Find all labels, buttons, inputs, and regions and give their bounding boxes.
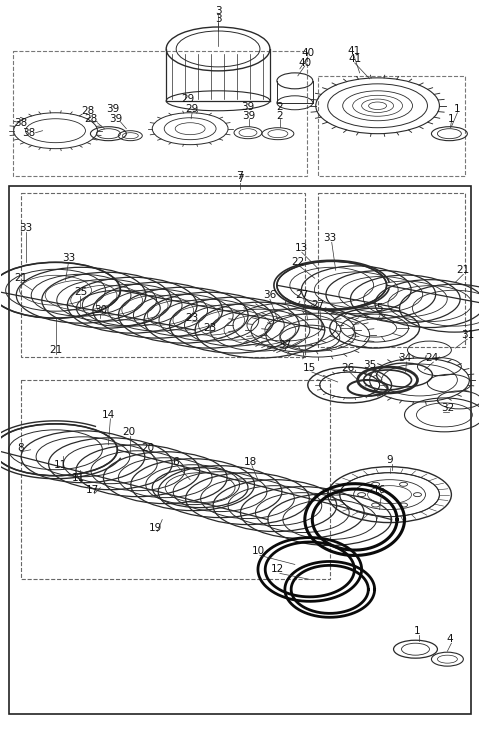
Text: 35: 35 (363, 360, 376, 370)
Text: 9: 9 (386, 455, 393, 465)
Text: 28: 28 (81, 106, 94, 116)
Text: 33: 33 (323, 234, 336, 243)
Text: 26: 26 (341, 363, 354, 373)
Text: 8: 8 (17, 443, 24, 453)
Text: 25: 25 (74, 287, 87, 298)
Text: 38: 38 (14, 118, 27, 128)
Text: 11: 11 (72, 472, 85, 483)
Text: 33: 33 (19, 223, 32, 234)
Text: 3: 3 (215, 14, 221, 24)
Text: 37: 37 (278, 340, 291, 350)
Text: 39: 39 (241, 102, 254, 112)
Text: 22: 22 (291, 257, 304, 267)
Text: 13: 13 (295, 243, 309, 254)
Text: 3: 3 (215, 6, 221, 16)
Text: 20: 20 (142, 443, 155, 453)
Text: 30: 30 (94, 305, 107, 315)
Text: 5: 5 (376, 304, 383, 313)
Text: 19: 19 (149, 522, 162, 533)
Text: 28: 28 (84, 114, 97, 124)
Text: 24: 24 (425, 353, 438, 363)
Text: 6: 6 (172, 457, 179, 466)
Text: 11: 11 (54, 460, 67, 469)
Text: 4: 4 (446, 634, 453, 644)
Text: 27: 27 (295, 290, 309, 301)
Text: 39: 39 (242, 111, 255, 121)
Text: 12: 12 (271, 565, 285, 574)
Text: 33: 33 (62, 253, 75, 263)
Text: 1: 1 (414, 626, 421, 636)
Text: 21: 21 (49, 345, 62, 355)
Text: 23: 23 (204, 323, 216, 333)
Text: 27: 27 (311, 300, 324, 310)
Text: 20: 20 (122, 427, 135, 437)
Text: 31: 31 (461, 330, 474, 340)
Text: 1: 1 (454, 103, 461, 114)
Text: 32: 32 (441, 403, 454, 413)
Text: 29: 29 (185, 103, 199, 114)
Text: 38: 38 (22, 128, 35, 138)
Text: 2: 2 (276, 111, 283, 121)
Text: 34: 34 (398, 353, 411, 363)
Text: 18: 18 (243, 457, 257, 466)
Text: 7: 7 (237, 173, 243, 184)
Text: 41: 41 (348, 54, 361, 64)
Text: 15: 15 (303, 363, 316, 373)
Text: 10: 10 (252, 547, 264, 557)
Text: 40: 40 (298, 58, 312, 68)
Text: 40: 40 (301, 48, 314, 58)
Text: 7: 7 (237, 170, 243, 181)
Text: 17: 17 (86, 484, 99, 495)
Text: 39: 39 (106, 103, 119, 114)
Text: 41: 41 (347, 46, 360, 56)
Text: 36: 36 (264, 290, 276, 301)
Text: 1: 1 (448, 114, 455, 124)
Text: 23: 23 (185, 313, 199, 323)
Text: 29: 29 (181, 94, 195, 104)
Text: 21: 21 (457, 266, 470, 275)
Text: 21: 21 (14, 273, 27, 283)
Text: 16: 16 (373, 484, 386, 495)
Text: 2: 2 (276, 102, 283, 112)
Text: 39: 39 (109, 114, 122, 124)
Text: 14: 14 (102, 410, 115, 420)
